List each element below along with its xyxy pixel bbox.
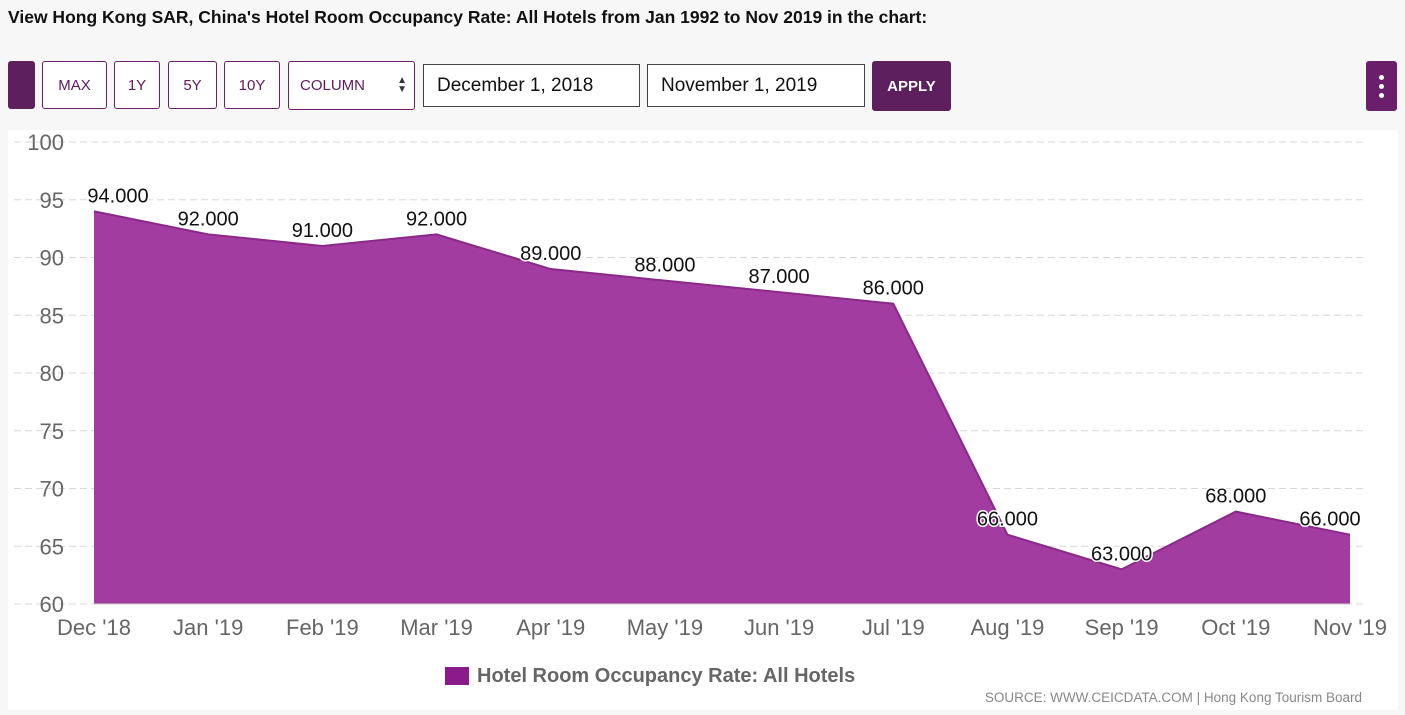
data-label: 92.000 — [178, 208, 239, 230]
x-tick-label: Mar '19 — [400, 615, 473, 640]
x-tick-label: Oct '19 — [1201, 615, 1270, 640]
data-label: 66.000 — [977, 509, 1038, 531]
y-axis: 60 65 70 75 80 85 90 95 100 — [27, 130, 64, 617]
range-10y-button[interactable]: 10Y — [224, 61, 280, 109]
range-max-button[interactable]: MAX — [42, 61, 107, 109]
y-tick-label: 80 — [40, 361, 64, 386]
x-tick-label: Dec '18 — [57, 615, 131, 640]
start-date-input[interactable]: December 1, 2018 — [423, 64, 640, 107]
y-tick-label: 60 — [40, 592, 64, 617]
page-title: View Hong Kong SAR, China's Hotel Room O… — [8, 7, 928, 27]
apply-button[interactable]: APPLY — [872, 61, 951, 111]
y-tick-label: 95 — [40, 188, 64, 213]
chart-type-value: COLUMN — [300, 77, 366, 94]
source-credit: SOURCE: WWW.CEICDATA.COM | Hong Kong Tou… — [984, 690, 1362, 705]
x-tick-label: Jun '19 — [744, 615, 814, 640]
series-area — [93, 210, 1351, 605]
data-labels: 94.000 92.000 91.000 92.000 89.000 88.000 87.0… — [86, 184, 1362, 567]
data-label: 68.000 — [1205, 486, 1266, 508]
legend-label: Hotel Room Occupancy Rate: All Hotels — [477, 665, 855, 687]
x-tick-label: Feb '19 — [286, 615, 359, 640]
data-label: 89.000 — [520, 243, 581, 265]
x-tick-label: Sep '19 — [1085, 615, 1159, 640]
x-tick-label: Aug '19 — [970, 615, 1044, 640]
series-line — [93, 210, 1351, 571]
x-tick-label: Apr '19 — [516, 615, 585, 640]
range-1y-button[interactable]: 1Y — [114, 61, 160, 109]
legend[interactable]: Hotel Room Occupancy Rate: All Hotels — [445, 665, 855, 687]
chart-type-select[interactable]: COLUMN ▲ ▼ — [288, 61, 415, 110]
end-date-input[interactable]: November 1, 2019 — [647, 64, 865, 107]
x-tick-label: Nov '19 — [1313, 615, 1387, 640]
data-label: 63.000 — [1091, 543, 1152, 565]
y-tick-label: 65 — [40, 534, 64, 559]
chart-toolbar: MAX 1Y 5Y 10Y COLUMN ▲ ▼ December 1, 2018… — [0, 0, 1405, 130]
x-tick-label: Jul '19 — [862, 615, 925, 640]
x-axis: Dec '18 Jan '19 Feb '19 Mar '19 Apr '19 May '… — [57, 603, 1387, 640]
range-5y-button[interactable]: 5Y — [168, 61, 217, 109]
y-tick-label: 85 — [40, 303, 64, 328]
data-label: 92.000 — [406, 208, 467, 230]
y-tick-label: 75 — [40, 419, 64, 444]
data-label: 88.000 — [634, 255, 695, 277]
collapse-button[interactable] — [8, 61, 35, 109]
area-fill — [94, 211, 1350, 605]
y-tick-label: 100 — [27, 130, 64, 155]
data-label: 66.000 — [1299, 509, 1360, 531]
data-label: 86.000 — [863, 278, 924, 300]
x-tick-label: May '19 — [627, 615, 703, 640]
data-label: 91.000 — [292, 220, 353, 242]
data-label: 87.000 — [749, 266, 810, 288]
legend-swatch — [445, 667, 469, 685]
y-tick-label: 90 — [40, 246, 64, 271]
x-tick-label: Jan '19 — [173, 615, 243, 640]
select-caret-icon: ▲ ▼ — [397, 75, 407, 95]
y-tick-label: 70 — [40, 477, 64, 502]
data-label: 94.000 — [87, 185, 148, 207]
more-options-icon[interactable] — [1366, 61, 1397, 111]
